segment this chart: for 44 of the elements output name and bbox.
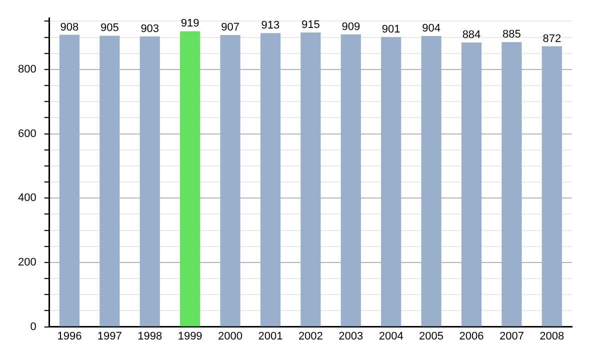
x-tick-label: 2004: [378, 330, 404, 342]
data-label: 884: [462, 28, 481, 41]
y-tick-label: 0: [30, 320, 36, 333]
data-label: 913: [261, 20, 280, 32]
bar: [59, 34, 80, 326]
data-label: 919: [180, 18, 200, 30]
bar: [140, 36, 160, 326]
data-label: 885: [502, 28, 521, 41]
x-tick-label: 1997: [97, 330, 122, 342]
data-label: 909: [342, 20, 360, 33]
y-tick-label: 200: [18, 256, 36, 268]
x-tick-label: 2006: [459, 330, 484, 342]
bar: [220, 35, 240, 326]
x-tick-label: 2008: [540, 330, 564, 342]
data-label: 901: [382, 24, 400, 36]
x-tick-label: 1996: [57, 330, 82, 342]
data-label: 915: [301, 19, 320, 32]
bar: [260, 33, 281, 326]
x-tick-label: 2002: [298, 330, 323, 342]
x-tick-label: 2000: [218, 330, 243, 342]
data-label: 872: [542, 32, 562, 45]
data-label: 903: [140, 22, 160, 35]
x-tick-label: 2007: [499, 330, 524, 342]
data-label: 905: [100, 22, 119, 34]
x-tick-label: 1998: [138, 330, 162, 342]
y-tick-label: 800: [18, 64, 36, 76]
bar: [461, 42, 482, 326]
bar: [542, 46, 562, 326]
bar: [421, 36, 442, 326]
bar: [502, 42, 522, 326]
x-tick-label: 2003: [338, 330, 364, 342]
y-tick-label: 600: [18, 128, 36, 140]
data-label: 907: [221, 22, 240, 34]
bar: [381, 36, 402, 326]
y-tick-label: 400: [18, 192, 36, 204]
data-label: 904: [422, 22, 440, 35]
bar: [100, 36, 120, 326]
x-tick-label: 1999: [178, 330, 202, 342]
x-tick-label: 2001: [258, 330, 283, 342]
bar: [180, 31, 200, 326]
bar: [340, 34, 361, 326]
bar: [300, 32, 321, 326]
x-tick-label: 2005: [419, 330, 444, 342]
data-label: 908: [60, 21, 79, 34]
